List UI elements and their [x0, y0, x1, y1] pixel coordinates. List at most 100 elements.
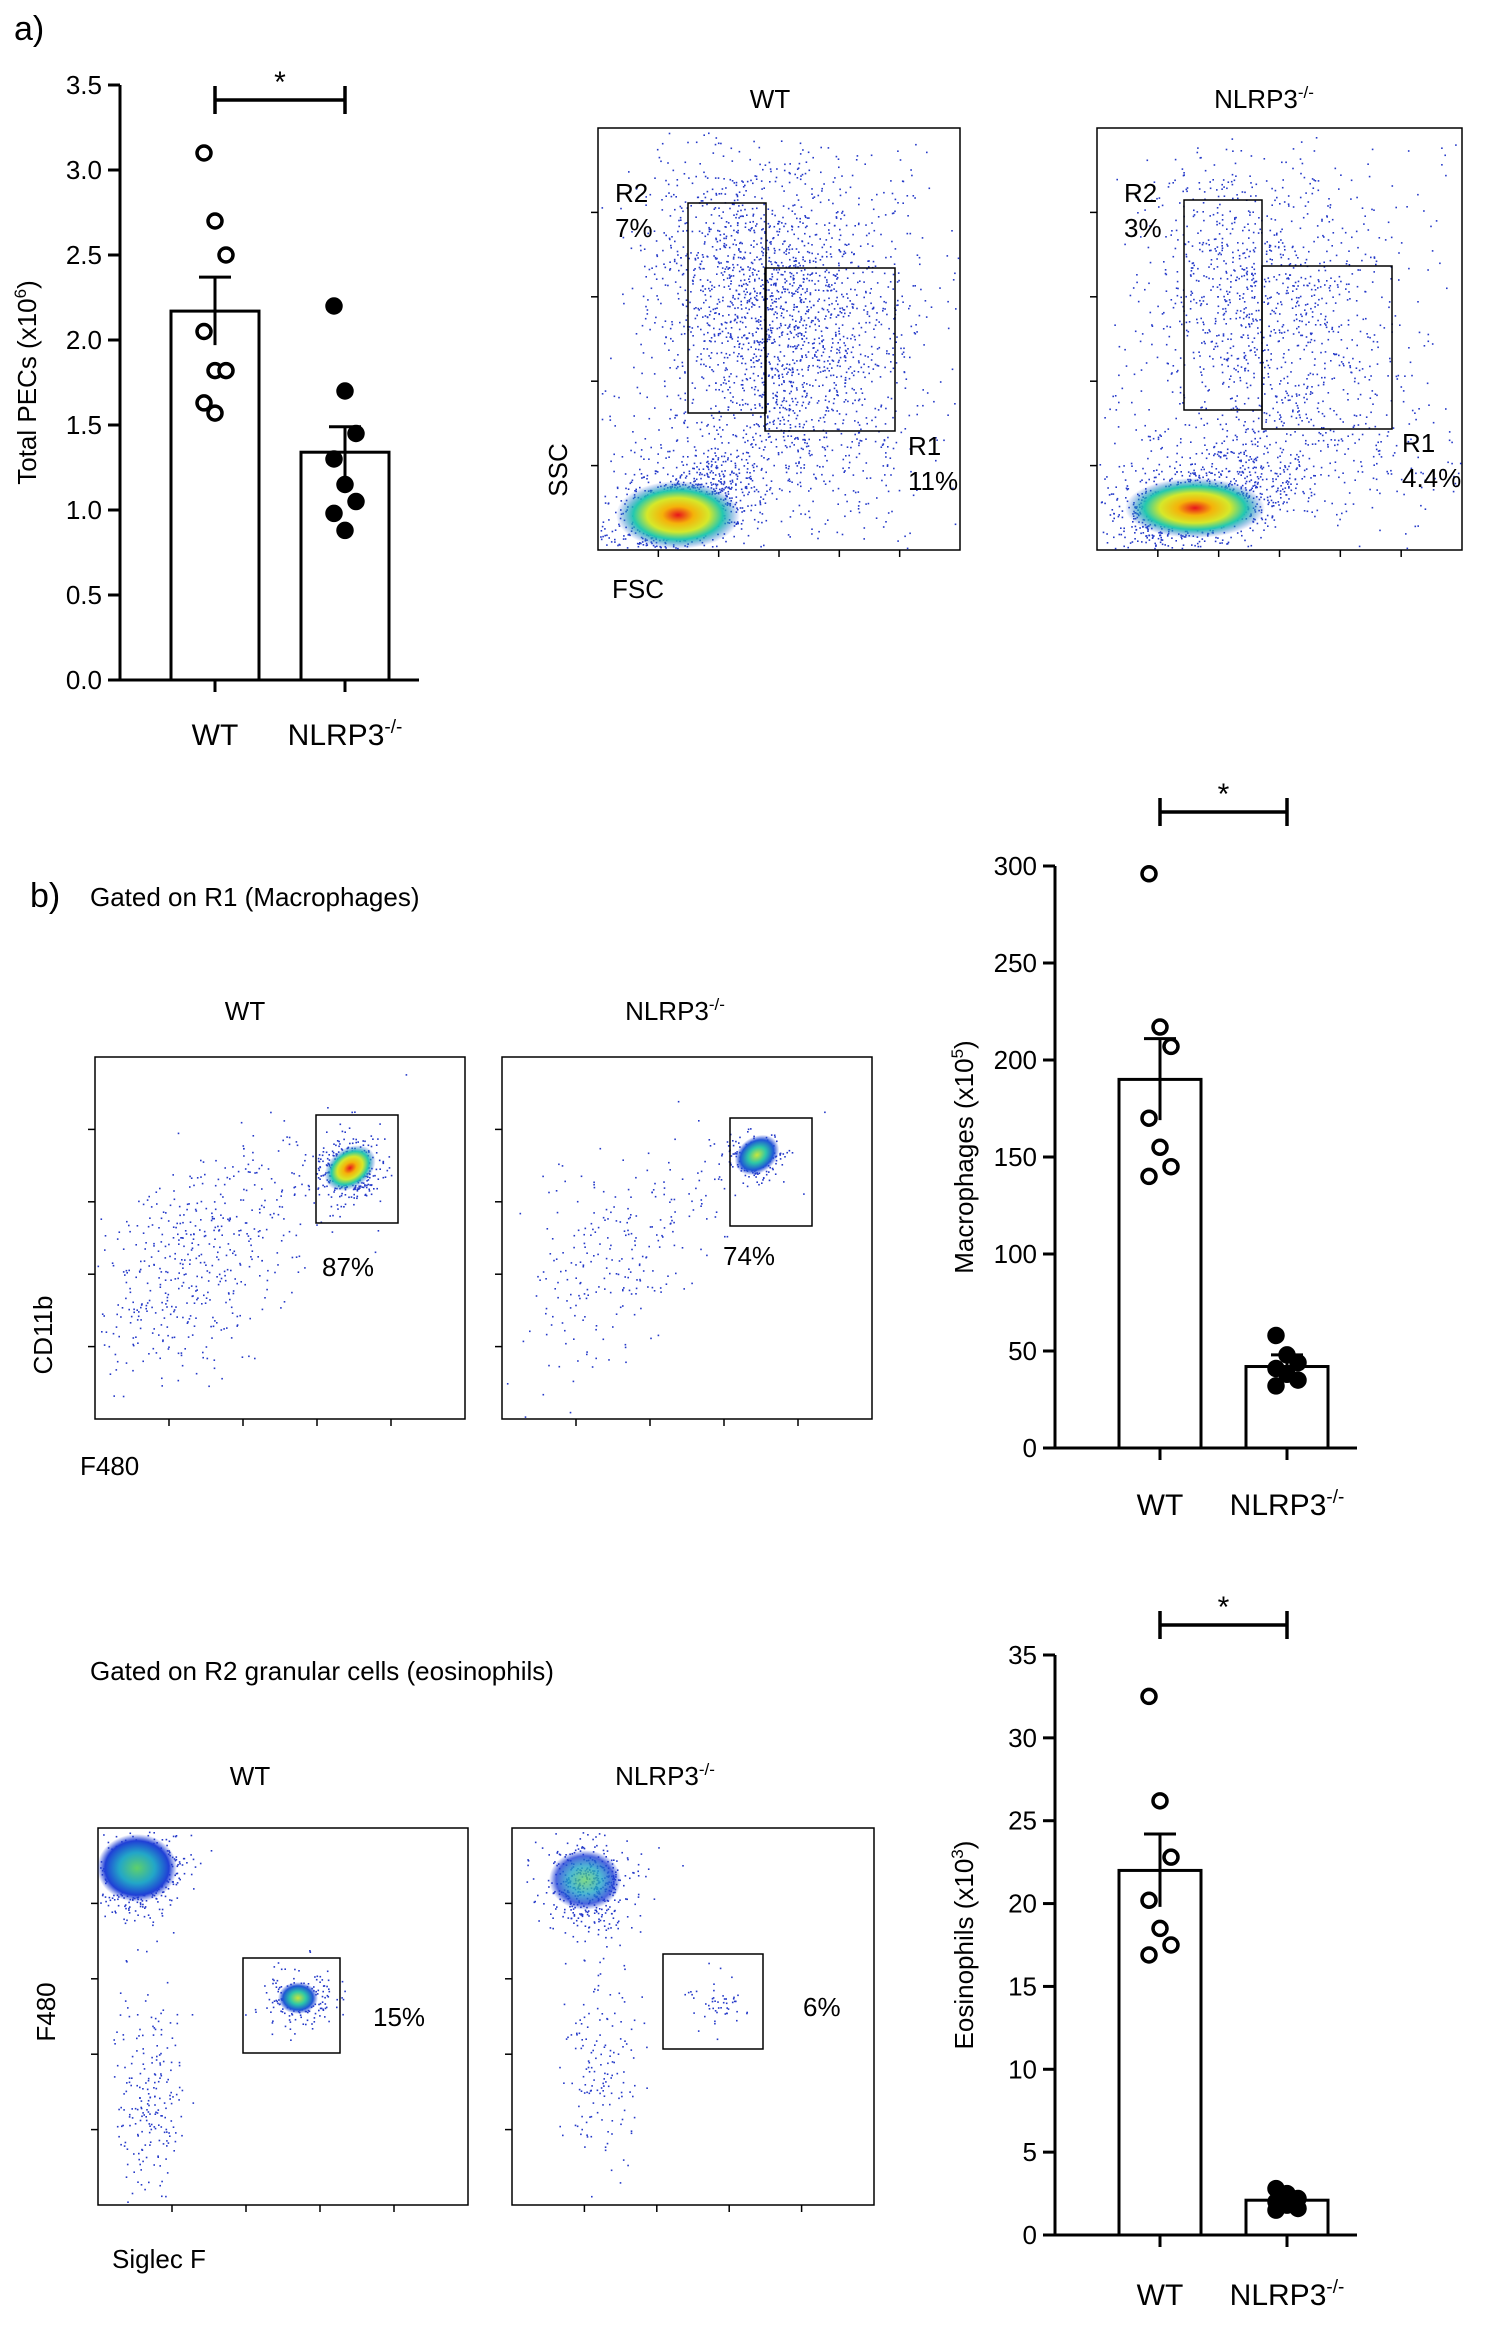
flow-event	[1281, 242, 1284, 244]
flow-event	[773, 252, 776, 254]
flow-event	[1263, 412, 1266, 414]
flow-event	[916, 489, 918, 491]
flow-event	[783, 251, 785, 254]
flow-event	[730, 235, 733, 237]
flow-event	[1327, 392, 1330, 394]
flow-event	[713, 335, 716, 337]
flow-event	[694, 259, 697, 261]
flow-event	[715, 312, 717, 314]
flow-event	[800, 301, 803, 304]
flow-event	[703, 301, 705, 304]
flow-event	[754, 269, 756, 271]
flow-event	[1161, 543, 1164, 546]
flow-event	[838, 238, 841, 241]
flow-event	[798, 504, 801, 507]
flow-event	[793, 326, 796, 328]
flow-event	[788, 392, 791, 395]
flow-event	[807, 273, 809, 276]
flow-event	[844, 379, 847, 381]
flow-event	[1365, 317, 1367, 320]
flow-event	[716, 307, 718, 309]
flow-event	[854, 491, 857, 494]
flow-event	[851, 334, 854, 336]
flow-event	[747, 462, 749, 464]
flow-event	[1222, 383, 1224, 385]
flow-event	[1317, 411, 1320, 413]
flow-event	[729, 277, 731, 279]
flow-event	[1320, 313, 1322, 315]
flow-event	[814, 379, 817, 381]
flow-event	[1287, 292, 1289, 294]
flow-event	[838, 166, 840, 169]
flow-event	[742, 387, 744, 389]
flow-event	[704, 235, 707, 238]
flow-event	[791, 397, 793, 400]
flow-event	[865, 224, 867, 226]
flow-event	[1149, 435, 1151, 438]
flow-event	[809, 261, 811, 264]
flow-event	[1220, 474, 1223, 476]
flow-event	[1279, 490, 1282, 492]
flow-event	[792, 204, 794, 207]
flow-event	[735, 483, 737, 485]
flow-event	[646, 313, 649, 315]
flow-event	[768, 256, 771, 259]
flow-event	[788, 363, 791, 366]
flow-event	[786, 363, 788, 365]
flow-event	[837, 361, 840, 364]
flow-event	[704, 294, 707, 296]
flow-event	[708, 476, 710, 478]
flow-event	[1243, 252, 1246, 254]
flow-event	[1127, 488, 1130, 490]
flow-event	[1317, 440, 1320, 442]
flow-event	[1228, 378, 1231, 380]
flow-event	[1244, 368, 1246, 370]
flow-event	[737, 232, 739, 234]
flow-event	[740, 355, 742, 358]
flow-event	[756, 273, 758, 276]
flow-event	[736, 224, 739, 227]
flow-event	[1228, 386, 1230, 388]
flow-event	[672, 475, 674, 477]
flow-event	[947, 414, 949, 416]
flow-event	[702, 267, 704, 270]
flow-event	[762, 254, 764, 257]
gate-r2-wt-name: R2	[615, 178, 648, 208]
flow-event	[659, 481, 661, 484]
flow-event	[634, 441, 637, 444]
flow-event	[706, 279, 709, 281]
flow-event	[813, 342, 815, 344]
flow-event	[1388, 301, 1391, 303]
flow-event	[778, 248, 781, 251]
flow-event	[792, 381, 795, 384]
flow-event	[714, 143, 717, 146]
flow-event	[715, 455, 717, 457]
flow-event	[806, 225, 808, 227]
flow-event	[755, 360, 758, 362]
flow-event	[1237, 249, 1239, 252]
flow-event	[1177, 287, 1179, 290]
flow-event	[871, 353, 874, 355]
flow-event	[727, 458, 729, 461]
flow-event	[842, 315, 845, 318]
flow-event	[660, 302, 662, 305]
flow-event	[681, 361, 684, 364]
flow-event	[692, 335, 694, 337]
flow-event	[709, 290, 711, 292]
flow-event	[840, 375, 843, 378]
flow-event	[718, 193, 721, 195]
flow-event	[1269, 384, 1272, 386]
flow-event	[1253, 337, 1256, 339]
flow-event	[665, 336, 667, 339]
flow-event	[778, 336, 781, 338]
flow-event	[1304, 205, 1307, 207]
flow-event	[704, 241, 706, 243]
flow-event	[789, 408, 792, 411]
flow-event	[805, 407, 807, 409]
flow-event	[720, 217, 723, 219]
flow-event	[1167, 379, 1169, 382]
flow-event	[756, 243, 758, 246]
flow-event	[1254, 247, 1257, 249]
flow-event	[863, 538, 865, 540]
flow-event	[767, 416, 769, 419]
